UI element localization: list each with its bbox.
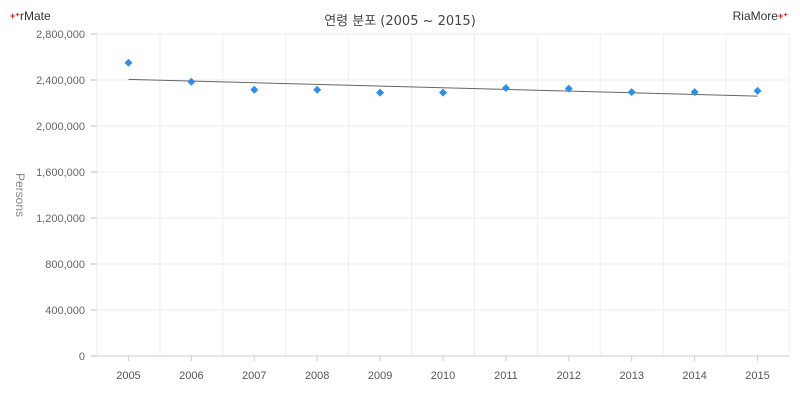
horizontal-grid (91, 33, 789, 357)
y-tick-label: 1,600,000 (36, 167, 85, 179)
data-point (187, 77, 196, 86)
riamore-logo: RiaMore+⁺ (733, 9, 788, 23)
trendline (128, 78, 758, 97)
x-tick-label: 2008 (305, 370, 329, 382)
brand-left-label: rMate (20, 9, 51, 23)
data-point (376, 88, 385, 97)
y-tick-label: 0 (79, 351, 85, 363)
data-point (439, 88, 447, 97)
rmate-logo: +⁺rMate (10, 9, 51, 23)
data-point (753, 86, 762, 95)
x-tick-label: 2010 (431, 370, 455, 382)
y-axis-label: Persons (13, 173, 27, 217)
trendline-line (128, 78, 758, 97)
chart-title: 연령 분포 (2005 ~ 2015) (324, 14, 476, 29)
data-point (124, 58, 133, 67)
x-tick-labels: 2005 2006 2007 2008 2009 2010 2011 2012 2013 2014… (116, 356, 770, 382)
x-tick-label: 2007 (242, 370, 266, 382)
vertical-grid (96, 34, 790, 356)
x-tick-label: 2013 (619, 370, 643, 382)
brand-mark-left-icon: +⁺ (10, 11, 21, 21)
x-tick-label: 2009 (368, 370, 392, 382)
data-point (690, 88, 699, 97)
y-tick-label: 2,400,000 (36, 75, 85, 87)
y-tick-label: 800,000 (45, 259, 85, 271)
x-tick-label: 2005 (116, 370, 140, 382)
data-point (501, 84, 510, 93)
y-tick-label: 400,000 (45, 305, 85, 317)
data-point (313, 85, 322, 94)
brand-right-label: RiaMore (732, 9, 778, 23)
x-tick-label: 2014 (682, 370, 706, 382)
x-tick-label: 2011 (494, 370, 518, 382)
y-tick-labels: 0 400,000 800,000 1,200,000 1,600,000 2,000,0… (36, 29, 85, 363)
y-tick-label: 2,800,000 (36, 29, 85, 41)
data-point (564, 84, 573, 93)
x-tick-label: 2012 (557, 370, 581, 382)
x-tick-label: 2015 (745, 370, 769, 382)
data-point (627, 88, 636, 97)
y-tick-label: 1,200,000 (36, 213, 85, 225)
y-tick-label: 2,000,000 (36, 121, 85, 133)
x-tick-label: 2006 (179, 370, 203, 382)
data-points (124, 58, 762, 97)
data-point (250, 85, 259, 94)
brand-mark-right-icon: +⁺ (777, 11, 788, 21)
